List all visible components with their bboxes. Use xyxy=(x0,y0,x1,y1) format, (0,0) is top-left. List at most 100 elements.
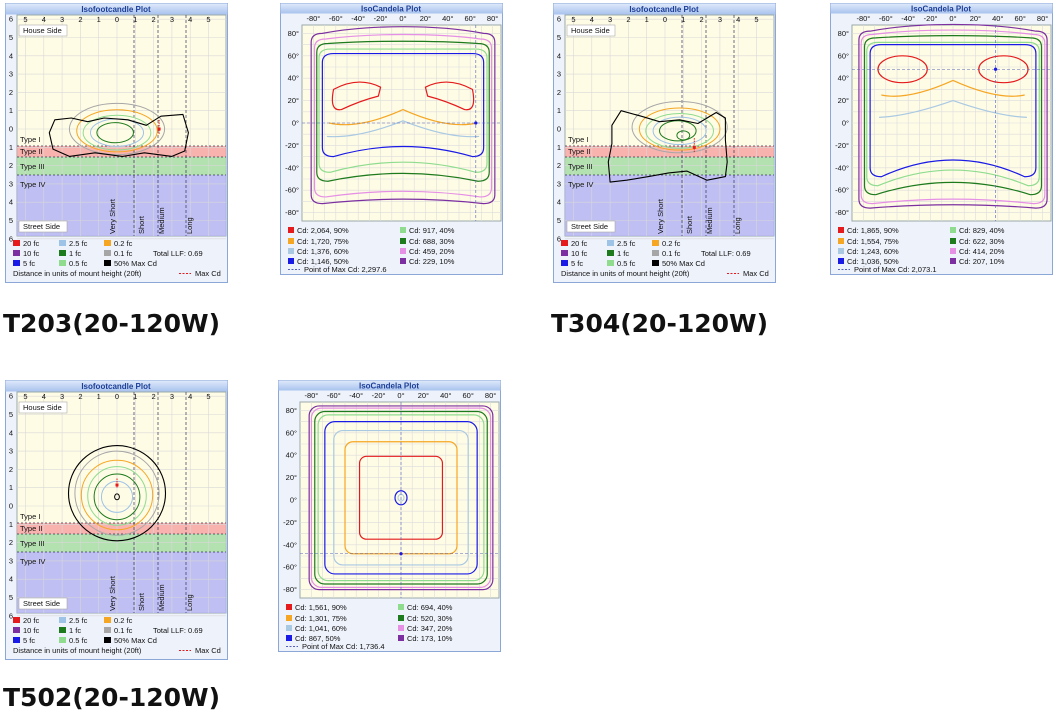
x-axis-label: -80° xyxy=(856,14,870,23)
x-axis-label: -40° xyxy=(349,391,363,400)
y-axis-label: 5 xyxy=(9,216,13,225)
contour xyxy=(316,40,490,182)
legend-label: Cd: 1,243, 60% xyxy=(847,247,899,256)
llf-label: Total LLF: 0.69 xyxy=(701,249,751,258)
legend-swatch xyxy=(400,238,406,244)
legend-swatch xyxy=(104,250,111,256)
street-side-box xyxy=(566,220,616,233)
street-side-box xyxy=(18,597,68,610)
legend-label: 20 fc xyxy=(571,239,588,248)
y-axis-label: 2 xyxy=(9,88,13,97)
contour xyxy=(82,114,152,151)
distance-note: Distance in units of mount height (20ft) xyxy=(13,269,142,278)
x-axis-label: 3 xyxy=(60,392,64,401)
legend-swatch xyxy=(838,227,844,233)
contour xyxy=(114,493,120,501)
x-axis-label: 60° xyxy=(1015,14,1026,23)
y-axis-label: 1 xyxy=(9,106,13,115)
y-axis-label: 6 xyxy=(9,392,13,401)
street-side-label: Street Side xyxy=(571,222,608,231)
x-axis-label: 2 xyxy=(78,392,82,401)
contour xyxy=(881,79,1025,97)
legend-swatch xyxy=(288,238,294,244)
x-axis-label: 4 xyxy=(736,15,740,24)
y-axis-label: 3 xyxy=(9,70,13,79)
type-label: Type I xyxy=(20,512,40,521)
y-axis-label: -20° xyxy=(283,518,297,527)
type-label: Type II xyxy=(20,147,43,156)
x-axis-label: 5 xyxy=(754,15,758,24)
y-axis-label: -20° xyxy=(835,141,849,150)
legend-swatch xyxy=(838,258,844,264)
range-label: Very Short xyxy=(108,575,117,611)
legend-label: Cd: 1,865, 90% xyxy=(847,226,899,235)
y-axis-label: 6 xyxy=(9,15,13,24)
x-axis-label: 5 xyxy=(206,15,210,24)
y-axis-label: -80° xyxy=(285,208,299,217)
isofootcandle-plot: Isofootcandle Plot 5 4 3 2 1 0 1 2 3 4 5 6 5 4 3 2 1 0 1 2 3 4… xyxy=(5,380,228,660)
contour xyxy=(93,473,141,521)
legend-label: 10 fc xyxy=(571,249,588,258)
y-axis-label: 3 xyxy=(9,179,13,188)
y-axis-label: 4 xyxy=(9,198,13,207)
x-axis-label: -40° xyxy=(901,14,915,23)
y-axis-label: -20° xyxy=(285,141,299,150)
legend-swatch xyxy=(59,240,66,246)
contour xyxy=(424,81,475,111)
contour xyxy=(607,110,728,183)
legend-label: 0.1 fc xyxy=(662,249,681,258)
y-axis-label: -60° xyxy=(283,563,297,572)
legend-swatch xyxy=(59,627,66,633)
type-label: Type IV xyxy=(20,557,45,566)
legend-swatch xyxy=(838,238,844,244)
legend-swatch xyxy=(13,627,20,633)
legend-label: Cd: 414, 20% xyxy=(959,247,1005,256)
contour xyxy=(74,450,160,536)
isofootcandle-plot: Isofootcandle Plot 5 4 3 2 1 0 1 2 3 4 5 6 5 4 3 2 1 0 1 2 3 4… xyxy=(553,3,776,283)
y-axis-label: 6 xyxy=(9,234,13,243)
x-axis-label: -60° xyxy=(879,14,893,23)
x-axis-label: 20° xyxy=(970,14,981,23)
contour xyxy=(331,81,382,111)
y-axis-label: 80° xyxy=(286,406,297,415)
y-axis-label: 3 xyxy=(557,70,561,79)
contour xyxy=(858,23,1048,209)
legend-swatch xyxy=(288,258,294,264)
legend-swatch xyxy=(607,260,614,266)
contour xyxy=(860,29,1046,205)
x-axis-label: 1 xyxy=(645,15,649,24)
y-axis-label: 4 xyxy=(557,51,561,60)
x-axis-label: 5 xyxy=(206,392,210,401)
y-axis-label: 80° xyxy=(838,29,849,38)
legend-swatch xyxy=(838,248,844,254)
legend-label: 0.2 fc xyxy=(114,239,133,248)
max-cd-marker xyxy=(115,483,119,487)
legend-label: Cd: 2,064, 90% xyxy=(297,226,349,235)
contour xyxy=(96,122,134,144)
y-axis-label: 2 xyxy=(557,88,561,97)
plot-title: Isofootcandle Plot xyxy=(629,5,699,14)
type-label: Type III xyxy=(20,539,45,548)
llf-label: Total LLF: 0.69 xyxy=(153,626,203,635)
legend-label: 1 fc xyxy=(69,249,81,258)
type-label: Type III xyxy=(20,162,45,171)
legend-swatch xyxy=(286,625,292,631)
legend-label: Cd: 829, 40% xyxy=(959,226,1005,235)
y-axis-label: 60° xyxy=(838,51,849,60)
x-axis-label: 80° xyxy=(1037,14,1048,23)
legend-swatch xyxy=(13,250,20,256)
x-axis-label: 2 xyxy=(626,15,630,24)
contour xyxy=(313,33,493,198)
x-axis-label: -60° xyxy=(327,391,341,400)
x-axis-label: 4 xyxy=(590,15,594,24)
y-axis-label: 0 xyxy=(9,502,13,511)
legend-label: 5 fc xyxy=(23,636,35,645)
x-axis-label: 1 xyxy=(133,392,137,401)
type-iii-band xyxy=(17,157,226,175)
max-cd-label: Max Cd xyxy=(195,269,221,278)
contour xyxy=(68,102,166,156)
legend-label: 0.5 fc xyxy=(69,636,88,645)
y-axis-label: 4 xyxy=(9,51,13,60)
legend-label: Cd: 520, 30% xyxy=(407,614,453,623)
distance-note: Distance in units of mount height (20ft) xyxy=(561,269,690,278)
